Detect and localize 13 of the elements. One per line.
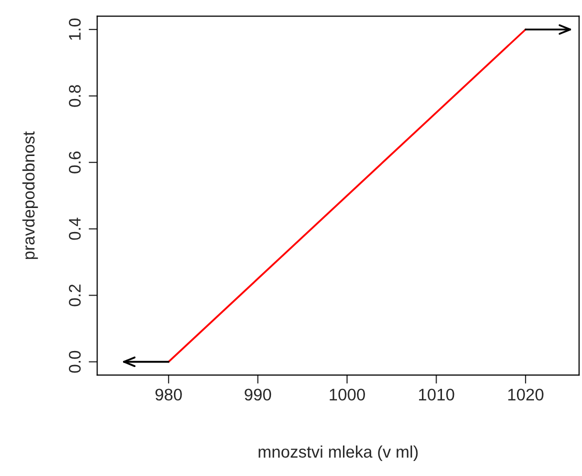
x-tick-label: 1010 (419, 388, 454, 401)
y-tick-label: 0.6 (68, 152, 81, 174)
y-tick-label: 0.4 (68, 218, 81, 240)
x-axis-title: mnozstvi mleka (v ml) (258, 445, 418, 462)
y-tick-label: 0.8 (68, 85, 81, 107)
y-tick-label: 0.2 (68, 284, 81, 306)
y-tick-label: 1.0 (68, 18, 81, 40)
y-axis-title: pravdepodobnost (22, 131, 38, 259)
x-tick-label: 980 (155, 388, 182, 401)
y-tick-label: 0.0 (68, 350, 81, 373)
x-tick-label: 1020 (508, 388, 544, 401)
x-tick-label: 990 (244, 388, 272, 401)
x-tick-label: 1000 (330, 388, 365, 401)
